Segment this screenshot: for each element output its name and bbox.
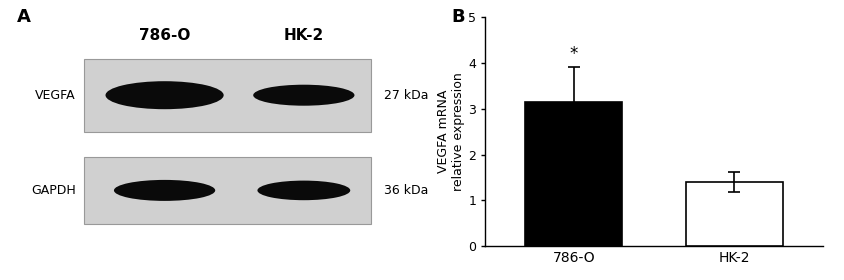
- FancyBboxPatch shape: [84, 59, 371, 132]
- Ellipse shape: [253, 85, 354, 106]
- Text: *: *: [570, 45, 578, 63]
- Text: A: A: [17, 8, 30, 26]
- Text: VEGFA: VEGFA: [35, 89, 76, 102]
- Ellipse shape: [257, 181, 350, 200]
- FancyBboxPatch shape: [84, 157, 371, 224]
- Text: 27 kDa: 27 kDa: [384, 89, 429, 102]
- Ellipse shape: [106, 81, 224, 109]
- Y-axis label: VEGFA mRNA
relative expression: VEGFA mRNA relative expression: [437, 72, 466, 191]
- Text: 36 kDa: 36 kDa: [384, 184, 429, 197]
- Text: HK-2: HK-2: [284, 28, 324, 43]
- Bar: [686, 182, 782, 246]
- Bar: [526, 102, 622, 246]
- Text: 786-O: 786-O: [139, 28, 190, 43]
- Ellipse shape: [114, 180, 215, 201]
- Text: GAPDH: GAPDH: [31, 184, 76, 197]
- Text: B: B: [452, 8, 465, 26]
